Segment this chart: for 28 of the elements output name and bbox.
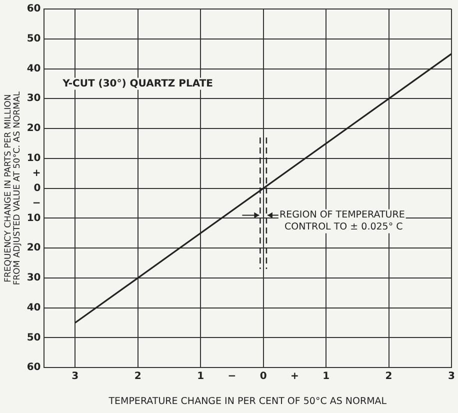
text: Y-CUT (30°) QUARTZ PLATE bbox=[62, 78, 214, 90]
x-axis-title: TEMPERATURE CHANGE IN PER CENT OF 50°C AS NORMAL bbox=[108, 396, 388, 407]
y-tick-label: 40 bbox=[26, 302, 41, 314]
y-tick-label: + bbox=[32, 168, 41, 179]
x-tick-label: 2 bbox=[134, 371, 142, 382]
ref-line-label: REGION OF TEMPERATURE CONTROL TO ± 0.025° C bbox=[279, 210, 405, 233]
y-tick-label: 0 bbox=[34, 182, 41, 194]
x-tick-label: 1 bbox=[197, 371, 204, 382]
y-tick-label: − bbox=[32, 198, 41, 209]
y-tick-label: 30 bbox=[26, 93, 41, 104]
y-tick-label: 40 bbox=[26, 63, 41, 74]
x-tick-label: 1 bbox=[322, 371, 330, 382]
y-tick-label: 50 bbox=[26, 33, 41, 44]
x-tick-label: 2 bbox=[385, 371, 392, 382]
y-tick-label: 30 bbox=[26, 272, 41, 284]
x-tick-label: 0 bbox=[260, 371, 267, 382]
x-tick-label: 3 bbox=[448, 371, 456, 382]
y-tick-label: 50 bbox=[26, 332, 41, 344]
y-tick-label: 60 bbox=[26, 362, 41, 374]
y-tick-label: 10 bbox=[26, 212, 41, 224]
y-tick-label: 20 bbox=[26, 242, 41, 254]
x-tick-label: + bbox=[290, 371, 299, 382]
y-tick-label: 10 bbox=[26, 153, 41, 164]
x-tick-label: 3 bbox=[72, 371, 79, 382]
x-tick-label: − bbox=[228, 371, 236, 382]
y-tick-label: 60 bbox=[26, 4, 41, 15]
y-tick-label: 20 bbox=[26, 123, 41, 134]
y-axis-title: FREQUENCY CHANGE IN PARTS PER MILLION FROM ADJUSTED VALUE AT 50°C. AS NORMAL bbox=[4, 91, 23, 286]
